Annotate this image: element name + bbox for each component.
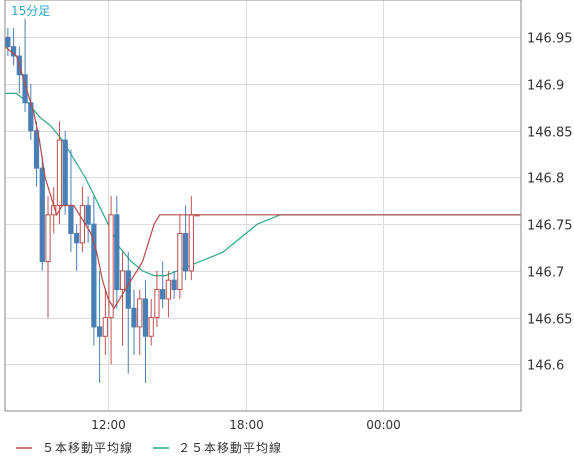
candle-body (85, 205, 91, 225)
candle-body (39, 167, 45, 263)
candle-body (119, 270, 126, 291)
candle-body (182, 233, 189, 272)
candle-body (142, 298, 149, 337)
ma5-line (4, 46, 521, 310)
candle-body (33, 130, 40, 169)
y-tick-label: 146.8 (527, 172, 564, 187)
candle-body (102, 317, 108, 337)
candle-body (22, 74, 28, 104)
x-axis: 12:00 18:00 00:00 (91, 418, 401, 432)
ma25-layer (5, 92, 521, 277)
grid (5, 0, 521, 411)
y-tick-label: 146.9 (527, 79, 564, 94)
interval-label: 15分足 (11, 4, 50, 18)
candle-body (171, 279, 177, 291)
candle-body (137, 298, 143, 328)
legend-ma5-label: ５本移動平均線 (42, 440, 133, 455)
candle-body (131, 307, 137, 328)
y-tick-label: 146.6 (527, 359, 564, 374)
candles (5, 18, 200, 383)
candle-body (114, 214, 120, 291)
y-tick-label: 146.85 (527, 126, 573, 141)
candle-body (96, 326, 103, 337)
candle-body (108, 214, 114, 319)
legend: ５本移動平均線 ２５本移動平均線 (16, 440, 282, 455)
y-tick-label: 146.7 (527, 266, 564, 281)
plot-frame (4, 0, 522, 412)
candle-body (91, 223, 97, 328)
candle-body (188, 214, 194, 272)
candle-body (177, 233, 183, 291)
candle-body (165, 279, 172, 300)
candle-body (154, 289, 160, 319)
candle-body (56, 139, 63, 206)
y-tick-label: 146.95 (527, 32, 573, 47)
x-tick-label: 00:00 (366, 418, 401, 432)
x-tick-label: 12:00 (91, 418, 126, 432)
legend-ma25-label: ２５本移動平均線 (178, 440, 282, 455)
x-tick-label: 18:00 (229, 418, 264, 432)
candle-body (45, 214, 51, 263)
y-axis: 146.95 146.9 146.85 146.8 146.75 146.7 146.65 1… (527, 32, 573, 374)
candle-body (68, 205, 74, 235)
ma25-line (5, 92, 521, 277)
candle-body (148, 317, 154, 337)
candle-body (160, 289, 166, 300)
candle-body (74, 233, 80, 244)
candle-body (62, 139, 68, 206)
y-tick-label: 146.75 (527, 219, 573, 234)
ma5-layer (4, 46, 521, 310)
candle-body (5, 36, 11, 48)
candle-body (125, 270, 131, 309)
candle-body (79, 205, 86, 244)
y-tick-label: 146.65 (527, 313, 573, 328)
